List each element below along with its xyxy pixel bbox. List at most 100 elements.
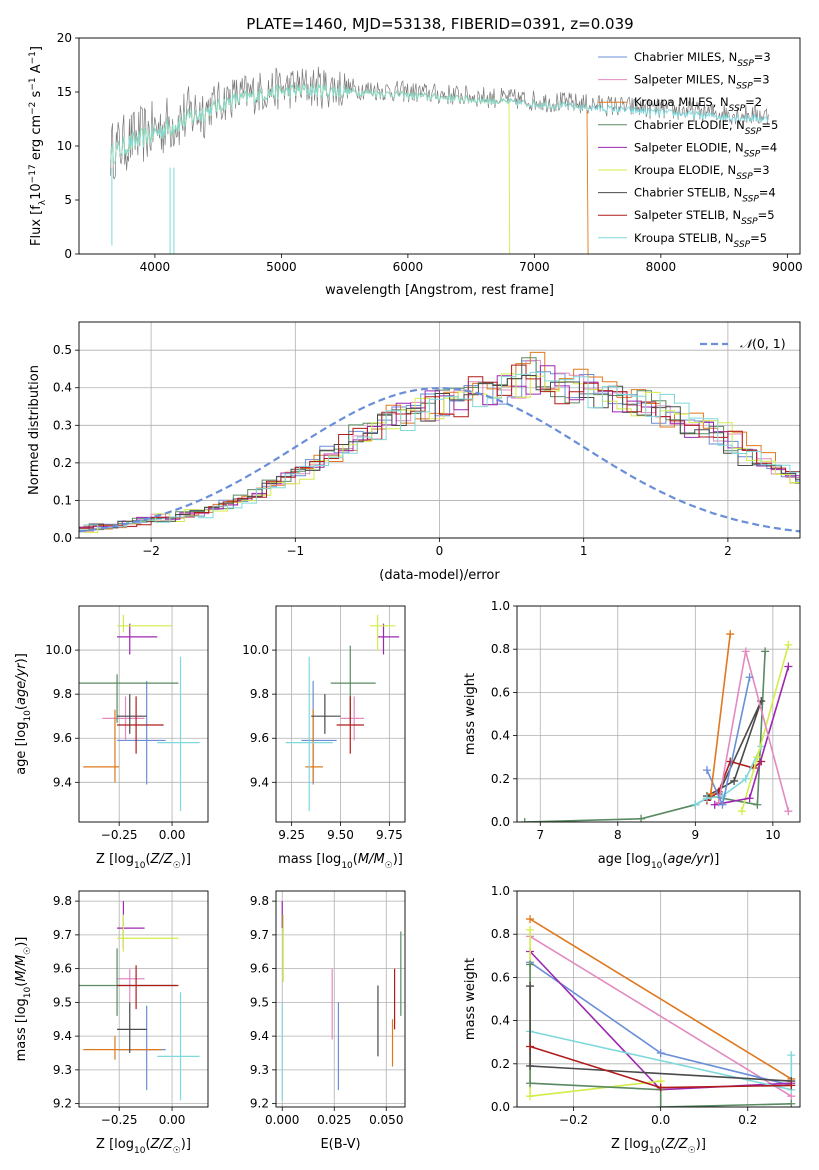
y-tick-label: 9.7 — [250, 928, 269, 942]
point-marker — [637, 814, 646, 822]
point-marker — [706, 789, 715, 798]
y-tick-label: 9.4 — [250, 775, 269, 789]
y-tick-label: 1.0 — [491, 599, 510, 613]
y-tick-label: 9.2 — [53, 1097, 72, 1111]
point-Kroupa MILES — [305, 709, 323, 783]
x-tick-label: −1 — [286, 544, 304, 558]
point-Kroupa STELIB — [157, 992, 200, 1101]
series-Chabrier STELIB — [526, 982, 796, 1086]
legend-label: Chabrier STELIB, NSSP=4 — [634, 186, 776, 205]
y-tick-label: 0.0 — [491, 815, 510, 829]
y-tick-label: 0.6 — [491, 970, 510, 984]
point-Kroupa STELIB — [157, 656, 200, 811]
point-marker — [745, 794, 754, 803]
point-Kroupa ELODIE — [369, 614, 396, 651]
y-tick-label: 9.5 — [250, 995, 269, 1009]
x-axis-label: mass [log10(M/M☉)] — [278, 852, 403, 871]
x-tick-label: 7 — [536, 828, 544, 842]
y-tick-label: 15 — [57, 85, 72, 99]
x-tick-label: 9000 — [772, 260, 803, 274]
x-tick-label: −0.25 — [101, 828, 138, 842]
plot-area-Z_age — [79, 614, 200, 811]
point-marker — [702, 794, 711, 803]
x-tick-label: 1 — [580, 544, 588, 558]
y-tick-label: 0.4 — [491, 729, 510, 743]
point-Kroupa STELIB — [285, 656, 333, 811]
axes-age_weight: 7 8 9 10 0.0 0.2 0.4 0.6 0.8 1.0 age [log10(age/yr… — [463, 599, 801, 871]
point-marker — [702, 766, 711, 775]
point-marker — [656, 1049, 665, 1057]
histogram-Kroupa MILES — [83, 351, 800, 530]
point-marker — [526, 960, 535, 969]
legend-label: Kroupa ELODIE, NSSP=3 — [634, 163, 770, 182]
point-Chabrier MILES — [117, 1005, 166, 1091]
axes-frame — [78, 321, 801, 539]
plot-area-Z_weight — [526, 915, 796, 1107]
histogram-Kroupa STELIB — [83, 371, 800, 529]
y-tick-label: 9.4 — [53, 1029, 72, 1043]
legend-label: Kroupa STELIB, NSSP=5 — [634, 231, 767, 250]
axes-frame — [516, 890, 801, 1108]
point-marker — [526, 915, 535, 924]
y-tick-label: 9.4 — [53, 775, 72, 789]
x-tick-label: 0.025 — [317, 1113, 351, 1127]
point-marker — [745, 673, 754, 682]
point-Salpeter STELIB — [336, 696, 364, 754]
point-marker — [520, 818, 529, 822]
axes-residuals: −2 −1 0 1 2 0.0 0.1 0.2 0.3 0.4 0.5 (data-model)/er… — [27, 321, 801, 583]
x-tick-label: 0.0 — [651, 1113, 670, 1127]
x-tick-label: 9 — [692, 828, 700, 842]
series-Kroupa ELODIE — [526, 925, 665, 1101]
y-tick-label: 5 — [64, 193, 72, 207]
y-axis-label: mass weight — [463, 958, 478, 1040]
point-marker — [761, 647, 770, 656]
x-tick-label: 8000 — [646, 260, 677, 274]
axes-frame — [78, 37, 801, 255]
y-tick-label: 0 — [64, 247, 72, 261]
point-marker — [526, 1042, 535, 1051]
point-Chabrier STELIB — [117, 1002, 147, 1053]
point-Chabrier STELIB — [311, 694, 341, 734]
axes-frame — [78, 890, 209, 1108]
point-Salpeter STELIB — [117, 696, 164, 754]
legend-label: Chabrier MILES, NSSP=3 — [634, 50, 771, 69]
point-marker — [784, 807, 793, 816]
series-line — [524, 651, 766, 822]
point-Kroupa MILES — [83, 1036, 162, 1060]
point-marker — [784, 640, 793, 649]
legend-label: Chabrier ELODIE, NSSP=5 — [634, 118, 778, 137]
y-tick-label: 9.8 — [250, 687, 269, 701]
x-tick-label: 9.25 — [278, 828, 305, 842]
plot-area-residuals — [79, 351, 800, 533]
x-tick-label: 8 — [614, 828, 622, 842]
point-marker — [526, 1092, 535, 1101]
point-marker — [526, 982, 535, 991]
histogram-Chabrier MILES — [79, 360, 800, 532]
x-tick-label: −0.2 — [559, 1113, 588, 1127]
x-tick-label: 0.2 — [738, 1113, 757, 1127]
y-tick-label: 10.0 — [45, 643, 72, 657]
y-axis-label: age [log10(age/yr)] — [14, 653, 33, 775]
axes-mass_age: 9.25 9.50 9.75 9.4 9.6 9.8 10.0 mass [log10(M/M… — [242, 605, 406, 871]
normal-curve — [79, 386, 800, 533]
point-Kroupa MILES — [83, 709, 120, 783]
point-marker — [691, 800, 700, 809]
spectrum-legend: Chabrier MILES, NSSP=3 Salpeter MILES, NS… — [598, 50, 778, 250]
y-tick-label: 9.8 — [53, 894, 72, 908]
axes-spectrum: 4000 5000 6000 7000 8000 9000 0 5 10 15 20 waveleng… — [28, 31, 803, 298]
y-tick-label: 0.2 — [491, 1057, 510, 1071]
axes-frame — [516, 605, 801, 823]
point-Chabrier MILES — [301, 680, 337, 785]
point-marker — [526, 925, 535, 934]
series-Salpeter ELODIE — [710, 662, 793, 809]
y-tick-label: 0.2 — [491, 772, 510, 786]
x-tick-label: 0 — [436, 544, 444, 558]
axes-frame — [275, 605, 406, 823]
y-tick-label: 9.2 — [250, 1097, 269, 1111]
x-tick-label: 7000 — [519, 260, 550, 274]
point-Salpeter ELODIE — [377, 623, 400, 655]
series-line — [529, 918, 792, 1080]
y-tick-label: 9.8 — [250, 894, 269, 908]
x-tick-label: 9.50 — [327, 828, 354, 842]
axes-ebv_mass: 0.000 0.025 0.050 9.2 9.3 9.4 9.5 9.6 9.7 9.8 E(B-… — [250, 890, 406, 1152]
